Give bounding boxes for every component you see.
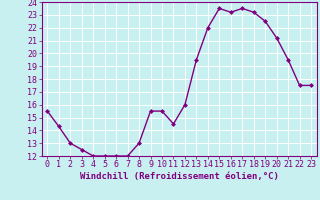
X-axis label: Windchill (Refroidissement éolien,°C): Windchill (Refroidissement éolien,°C) xyxy=(80,172,279,181)
